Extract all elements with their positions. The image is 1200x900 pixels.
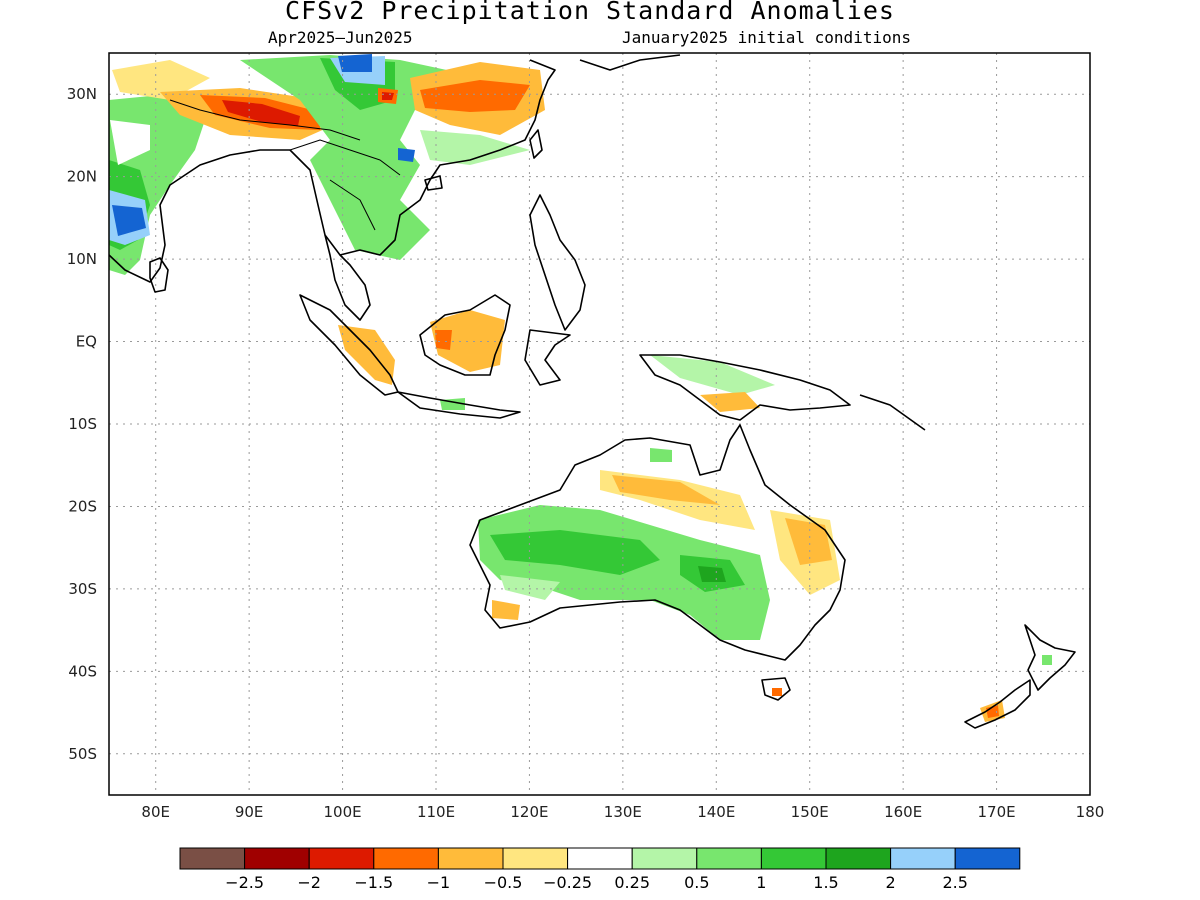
x-tick-label: 120E bbox=[510, 803, 548, 821]
legend-swatch bbox=[308, 847, 375, 870]
anomaly-region-southwest-china-peak bbox=[382, 92, 394, 100]
anomaly-region-new-guinea-dry bbox=[700, 392, 760, 412]
coastline-new-guinea bbox=[639, 354, 851, 421]
x-tick-label: 150E bbox=[791, 803, 829, 821]
legend-swatch bbox=[696, 847, 762, 870]
legend-label: −0.5 bbox=[484, 873, 523, 892]
border-china bbox=[169, 99, 361, 141]
color-legend: −2.5 −2 −1.5 −1 −0.5 −0.25 0.25 0.5 1 1.5 2 2.5 bbox=[179, 847, 1021, 892]
anomaly-region-borneo-strong bbox=[435, 330, 452, 350]
x-tick-label: 170E bbox=[978, 803, 1016, 821]
legend-label: 2 bbox=[886, 873, 896, 892]
legend-label: 1.5 bbox=[813, 873, 838, 892]
anomaly-region-north-island-wet bbox=[1042, 655, 1052, 665]
anomaly-region-new-guinea-wet bbox=[650, 355, 775, 395]
border-indochina bbox=[289, 139, 401, 231]
plot-frame bbox=[108, 52, 1091, 796]
coastline-sri-lanka bbox=[149, 257, 169, 293]
anomaly-region-east-australia-strong bbox=[785, 518, 832, 565]
x-axis-ticks: 80E 90E 100E 110E 120E 130E 140E 150E 160E 170E 18… bbox=[141, 803, 1104, 821]
anomaly-region-australia-fringe bbox=[500, 575, 560, 600]
map-title: CFSv2 Precipitation Standard Anomalies bbox=[285, 0, 895, 25]
legend-label: −2 bbox=[297, 873, 321, 892]
coastline-japan bbox=[579, 54, 681, 71]
y-axis-ticks: 30N 20N 10N EQ 10S 20S 30S 40S 50S bbox=[67, 85, 97, 763]
legend-label: 0.5 bbox=[684, 873, 709, 892]
anomaly-region-east-china-wet bbox=[420, 130, 530, 165]
anomaly-region-himalaya-core bbox=[222, 100, 300, 126]
legend-swatch bbox=[244, 847, 310, 870]
legend-swatch bbox=[760, 847, 827, 870]
coastline-malay-peninsula bbox=[324, 234, 371, 321]
x-tick-label: 110E bbox=[417, 803, 455, 821]
y-tick-label: EQ bbox=[76, 333, 97, 351]
y-tick-label: 50S bbox=[68, 745, 97, 763]
legend-label: −1 bbox=[427, 873, 451, 892]
anomaly-region-northwest-india bbox=[110, 120, 150, 165]
x-tick-label: 100E bbox=[324, 803, 362, 821]
anomaly-shading bbox=[109, 54, 1052, 722]
anomaly-region-sumatra-dry bbox=[338, 325, 395, 385]
anomaly-region-borneo-dry bbox=[430, 310, 505, 372]
legend-swatch bbox=[437, 847, 504, 870]
coastline-sulawesi bbox=[524, 329, 571, 386]
anomaly-region-australia-core bbox=[490, 530, 660, 575]
legend-swatch bbox=[954, 847, 1021, 870]
coastline-solomon-islands bbox=[859, 394, 926, 431]
y-tick-label: 10S bbox=[68, 415, 97, 433]
anomaly-region-australia-max bbox=[698, 566, 726, 582]
legend-label: 0.25 bbox=[614, 873, 650, 892]
coastline-asia bbox=[109, 59, 556, 283]
coastline-tasmania bbox=[761, 677, 791, 701]
legend-label: 1 bbox=[756, 873, 766, 892]
y-tick-label: 30N bbox=[67, 85, 97, 103]
legend-swatch bbox=[890, 847, 956, 870]
legend-swatch bbox=[567, 847, 633, 870]
legend-swatch bbox=[631, 847, 698, 870]
anomaly-region-southwest-australia-dry bbox=[492, 600, 520, 620]
legend-swatch bbox=[373, 847, 439, 870]
coastlines bbox=[109, 54, 1076, 729]
y-tick-label: 40S bbox=[68, 662, 97, 680]
anomaly-region-cape-york-wet bbox=[650, 448, 672, 462]
x-tick-label: 180 bbox=[1076, 803, 1105, 821]
x-tick-label: 90E bbox=[235, 803, 264, 821]
legend-label: −1.5 bbox=[354, 873, 393, 892]
coastline-hainan bbox=[424, 175, 443, 191]
anomaly-region-tasmania-dry bbox=[772, 688, 782, 696]
x-tick-label: 80E bbox=[141, 803, 170, 821]
initial-conditions: January2025 initial conditions bbox=[622, 28, 911, 47]
legend-swatch bbox=[502, 847, 569, 870]
legend-swatch bbox=[179, 847, 246, 870]
anomaly-region-north-australia-strong bbox=[612, 475, 720, 505]
x-tick-label: 160E bbox=[884, 803, 922, 821]
coastline-taiwan bbox=[529, 129, 543, 159]
forecast-period: Apr2025–Jun2025 bbox=[268, 28, 413, 47]
x-tick-label: 130E bbox=[604, 803, 642, 821]
y-tick-label: 10N bbox=[67, 250, 97, 268]
legend-swatch bbox=[825, 847, 892, 870]
coastline-australia bbox=[469, 424, 846, 661]
coastline-borneo bbox=[419, 294, 511, 376]
legend-label: 2.5 bbox=[942, 873, 967, 892]
anomaly-region-tibet-wet bbox=[240, 55, 470, 260]
anomaly-region-northwest-india-dry bbox=[112, 60, 210, 100]
graticule bbox=[109, 53, 1090, 795]
coastline-philippines bbox=[529, 194, 586, 331]
x-tick-label: 140E bbox=[697, 803, 735, 821]
anomaly-region-south-china-peak bbox=[398, 148, 415, 162]
anomaly-region-india-max bbox=[112, 205, 146, 236]
legend-label: −0.25 bbox=[543, 873, 592, 892]
coastline-new-zealand-north bbox=[1024, 624, 1076, 691]
coastline-new-zealand-south bbox=[964, 679, 1031, 729]
anomaly-region-tibet-max bbox=[338, 54, 372, 72]
coastline-java bbox=[397, 391, 521, 419]
y-tick-label: 20N bbox=[67, 168, 97, 186]
anomaly-region-east-china-strong bbox=[420, 80, 530, 112]
y-tick-label: 30S bbox=[68, 580, 97, 598]
y-tick-label: 20S bbox=[68, 497, 97, 515]
legend-label: −2.5 bbox=[225, 873, 264, 892]
